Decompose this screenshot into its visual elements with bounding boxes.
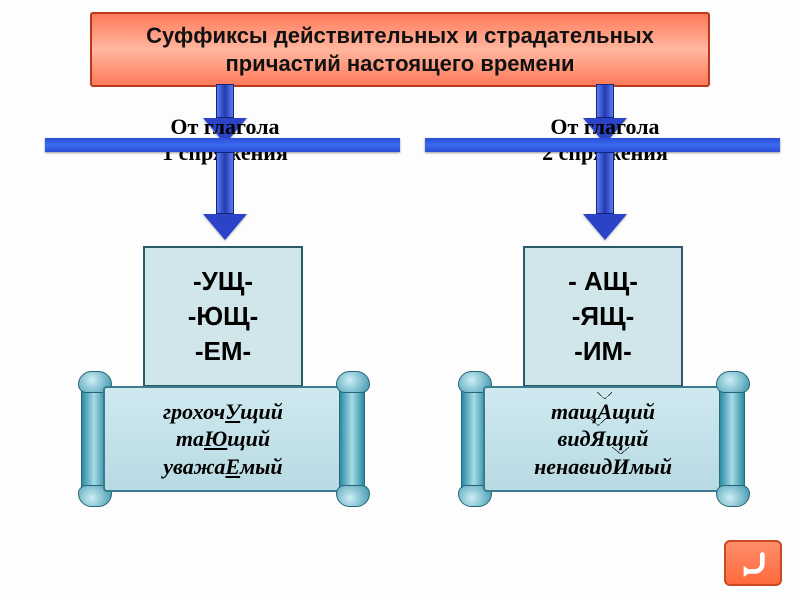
u-turn-arrow-icon: [734, 549, 772, 577]
suffix-1b: -ЮЩ-: [153, 299, 293, 334]
suffix-2c: -ИМ-: [533, 334, 673, 369]
examples-body-1: грохочУщийтаЮщийуважаЕмый: [103, 386, 343, 492]
arrow-branch-2-to-suffixes: [583, 152, 627, 240]
examples-scroll-2: тащАщийвидЯщийненавидИмый: [463, 380, 743, 498]
return-button[interactable]: [724, 540, 782, 586]
suffix-2b: -ЯЩ-: [533, 299, 673, 334]
suffix-1c: -ЕМ-: [153, 334, 293, 369]
branch-2-label-line1: От глагола: [550, 114, 659, 139]
examples-scroll-1: грохочУщийтаЮщийуважаЕмый: [83, 380, 363, 498]
scroll-rod-right-icon: [719, 374, 745, 504]
scroll-rod-right-icon: [339, 374, 365, 504]
suffixes-box-1: -УЩ- -ЮЩ- -ЕМ-: [143, 246, 303, 387]
examples-text-2: тащАщийвидЯщийненавидИмый: [534, 398, 672, 481]
examples-text-1: грохочУщийтаЮщийуважаЕмый: [163, 398, 283, 481]
suffix-2a: - АЩ-: [533, 264, 673, 299]
suffix-1a: -УЩ-: [153, 264, 293, 299]
examples-body-2: тащАщийвидЯщийненавидИмый: [483, 386, 723, 492]
suffixes-box-2: - АЩ- -ЯЩ- -ИМ-: [523, 246, 683, 387]
branch-1-label-line1: От глагола: [170, 114, 279, 139]
arrow-branch-1-to-suffixes: [203, 152, 247, 240]
divider-bar-2: [425, 138, 780, 152]
divider-bar-1: [45, 138, 400, 152]
diagram-title: Суффиксы действительных и страдательных …: [90, 12, 710, 87]
